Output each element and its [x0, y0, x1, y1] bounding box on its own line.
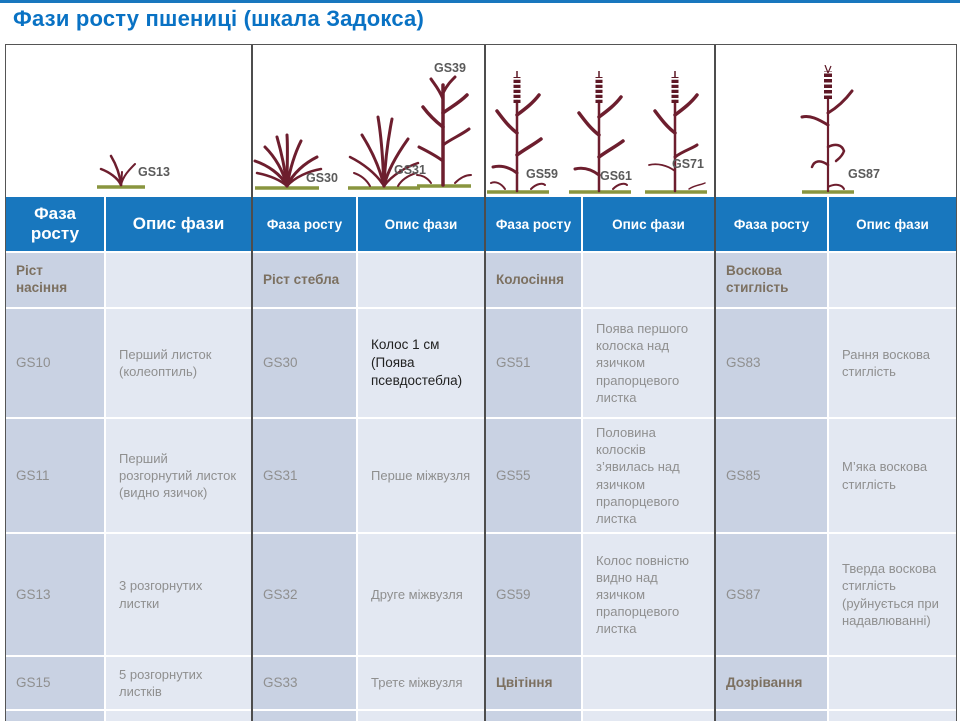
wheat-plant-gs71-icon: [641, 71, 711, 195]
desc-cell: Рання воскова стиглість: [829, 309, 956, 417]
phase-cell: GS87: [716, 534, 827, 655]
phase-cell: GS55: [486, 419, 581, 532]
phase-cell: GS11: [6, 419, 104, 532]
header-desc-2: Опис фази: [358, 197, 484, 251]
pair-divider-1: [251, 45, 253, 721]
plant-label-gs71: GS71: [672, 157, 704, 171]
phase-cell: GS85: [716, 419, 827, 532]
wheat-plant-gs59-icon: [483, 71, 553, 195]
desc-cell: [583, 711, 714, 721]
header-desc-4: Опис фази: [829, 197, 956, 251]
desc-cell: Поява першого колоска над язичком прапор…: [583, 309, 714, 417]
desc-cell: Друге міжвузля: [358, 534, 484, 655]
header-phase-4: Фаза росту: [716, 197, 827, 251]
phase-cell: [253, 711, 356, 721]
phase-cell: [486, 711, 581, 721]
desc-cell: 3 розгорнутих листки: [106, 534, 251, 655]
desc-cell: Половина колосків з’явилась над язичком …: [583, 419, 714, 532]
pair-divider-2: [484, 45, 486, 721]
phase-cell: GS15: [6, 657, 104, 709]
plant-label-gs59: GS59: [526, 167, 558, 181]
desc-cell: [106, 253, 251, 307]
desc-cell: Колос повністю видно над язичком прапорц…: [583, 534, 714, 655]
page-title: Фази росту пшениці (шкала Задокса): [13, 6, 425, 31]
phase-cell: GS10: [6, 309, 104, 417]
phase-cell: GS83: [716, 309, 827, 417]
plant-label-gs87: GS87: [848, 167, 880, 181]
section-cell: Дозрівання: [716, 657, 827, 709]
section-cell: Ріст насіння: [6, 253, 104, 307]
wheat-plant-gs39-icon: [411, 75, 477, 189]
header-phase-3: Фаза росту: [486, 197, 581, 251]
desc-cell: Колос 1 см (Поява псевдостебла): [358, 309, 484, 417]
wheat-plant-gs87-icon: [788, 65, 872, 195]
plant-label-gs61: GS61: [600, 169, 632, 183]
desc-cell: [583, 253, 714, 307]
desc-cell: [358, 711, 484, 721]
plant-label-gs13: GS13: [138, 165, 170, 179]
desc-cell: 5 розгорнутих листків: [106, 657, 251, 709]
phase-cell: [716, 711, 827, 721]
header-desc-1: Опис фази: [106, 197, 251, 251]
section-cell: Воскова стиглість: [716, 253, 827, 307]
desc-cell: Перший розгорнутий листок (видно язичок): [106, 419, 251, 532]
plant-label-gs31: GS31: [394, 163, 426, 177]
section-cell: Колосіння: [486, 253, 581, 307]
desc-cell: [583, 657, 714, 709]
phase-cell: GS31: [253, 419, 356, 532]
wheat-illustrations-strip: GS13 GS30: [6, 45, 956, 197]
table-row-gs11: GS11 Перший розгорнутий листок (видно яз…: [6, 419, 956, 532]
desc-cell: [358, 253, 484, 307]
table-row-sections-1: Ріст насіння Ріст стебла Колосіння Воско…: [6, 253, 956, 307]
plant-label-gs39: GS39: [434, 61, 466, 75]
desc-cell: [106, 711, 251, 721]
header-phase-1: Фаза росту: [6, 197, 104, 251]
plant-label-gs30: GS30: [306, 171, 338, 185]
table-row-gs10: GS10 Перший листок (колеоптиль) GS30 Кол…: [6, 309, 956, 417]
desc-cell: Перше міжвузля: [358, 419, 484, 532]
wheat-plant-gs13-icon: [91, 148, 151, 190]
desc-cell: Тверда воскова стиглість (руйнується при…: [829, 534, 956, 655]
desc-cell: [829, 711, 956, 721]
zadoks-scale-table: GS13 GS30: [5, 44, 957, 721]
phase-cell: GS13: [6, 534, 104, 655]
table-header-row: Фаза росту Опис фази Фаза росту Опис фаз…: [6, 197, 956, 251]
header-desc-3: Опис фази: [583, 197, 714, 251]
desc-cell: Третє міжвузля: [358, 657, 484, 709]
desc-cell: [829, 253, 956, 307]
wheat-plant-gs61-icon: [565, 71, 635, 195]
section-cell: Ріст стебла: [253, 253, 356, 307]
wheat-plant-gs30-icon: [251, 129, 323, 191]
phase-cell: GS30: [253, 309, 356, 417]
wheat-plant-gs31-icon: [344, 111, 424, 191]
phase-cell: GS59: [486, 534, 581, 655]
phase-cell: GS32: [253, 534, 356, 655]
desc-cell: [829, 657, 956, 709]
header-phase-2: Фаза росту: [253, 197, 356, 251]
phase-cell: [6, 711, 104, 721]
phase-cell: GS51: [486, 309, 581, 417]
table-row-gs13: GS13 3 розгорнутих листки GS32 Друге між…: [6, 534, 956, 655]
phase-cell: GS33: [253, 657, 356, 709]
top-accent-bar: [0, 0, 960, 3]
table-row-gs15: GS15 5 розгорнутих листків GS33 Третє мі…: [6, 657, 956, 709]
table-row-partial: [6, 711, 956, 721]
section-cell: Цвітіння: [486, 657, 581, 709]
desc-cell: М’яка воскова стиглість: [829, 419, 956, 532]
pair-divider-3: [714, 45, 716, 721]
desc-cell: Перший листок (колеоптиль): [106, 309, 251, 417]
